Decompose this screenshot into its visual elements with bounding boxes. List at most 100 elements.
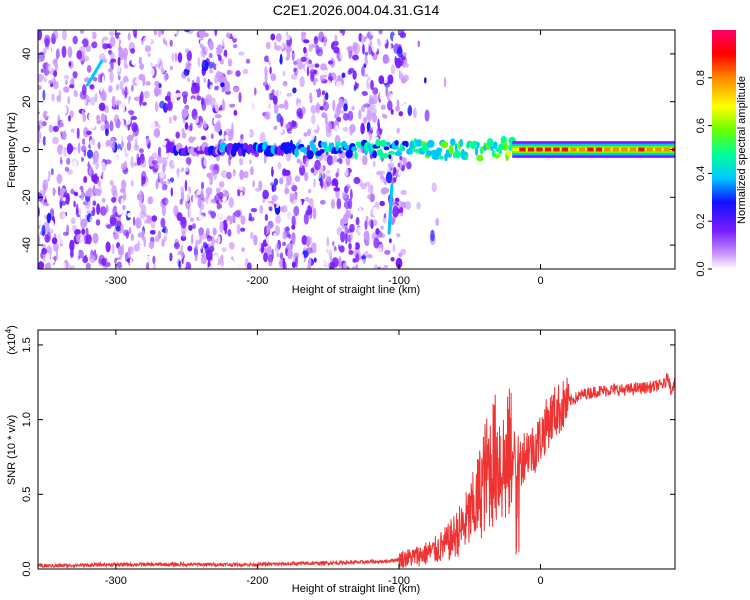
spectrogram-band-peak (646, 147, 654, 152)
spectrogram-band-peak (612, 147, 620, 152)
spectrogram-noise-cell (270, 33, 276, 41)
spectrogram-noise-cell (170, 91, 178, 104)
spectrogram-noise-cell (131, 91, 136, 97)
spectrogram-noise-cell (45, 169, 49, 180)
spectrogram-noise-cell (259, 205, 264, 214)
spectrogram-noise-cell (74, 229, 81, 236)
spectrogram-noise-cell (95, 219, 101, 226)
spectrogram-noise-cell (208, 52, 213, 59)
spectrogram-noise-cell (286, 45, 292, 53)
spectrogram-noise-cell (121, 97, 126, 110)
spectrogram-noise-cell (314, 159, 321, 171)
spectrogram-noise-cell (53, 242, 59, 252)
spectrogram-noise-cell (324, 217, 332, 225)
spectrogram-noise-cell (83, 156, 89, 167)
spectrogram-noise-cell (342, 262, 347, 269)
spectrogram-noise-cell (364, 55, 368, 63)
spectrogram-noise-cell (297, 219, 302, 228)
spectrogram-noise-cell (38, 261, 45, 269)
spectrogram-noise-cell (163, 106, 168, 113)
spectrogram-noise-cell (375, 105, 381, 110)
spectrogram-noise-cell (79, 90, 87, 100)
spectrogram-noise-cell (38, 58, 42, 63)
spectrogram-noise-cell (336, 116, 342, 123)
spectrogram-band-peak (544, 147, 552, 152)
spectrogram-noise-cell (365, 170, 372, 178)
spectrogram-noise-cell (154, 63, 160, 68)
spectrogram-noise-cell (42, 89, 46, 101)
spectrogram-band-cell (306, 150, 314, 160)
spectrogram-noise-cell (236, 223, 241, 235)
spectrogram-noise-cell (239, 169, 245, 180)
spectrogram-noise-cell (278, 259, 284, 268)
spectrogram-noise-cell (308, 188, 312, 194)
spectrogram-noise-cell (358, 207, 363, 219)
spectrogram-noise-cell (332, 241, 335, 247)
spectrogram-noise-cell (138, 48, 144, 56)
spectrogram-noise-cell (269, 122, 275, 128)
spectrogram-noise-cell (435, 218, 440, 226)
spectrogram-noise-cell (274, 225, 281, 236)
spectrogram-noise-cell (280, 116, 284, 127)
spectrogram-noise-cell (132, 30, 137, 38)
spectrogram-band-cell (425, 150, 433, 157)
spectrogram-noise-cell (276, 252, 280, 258)
spectrogram-noise-cell (194, 41, 200, 52)
spectrogram-noise-cell (170, 187, 173, 197)
spectrogram-noise-cell (297, 93, 302, 100)
spectrogram-noise-cell (361, 210, 367, 222)
spectrogram-noise-cell (293, 252, 300, 259)
spectrogram-noise-cell (107, 231, 114, 242)
spectrogram-noise-cell (99, 82, 104, 92)
spectrogram-noise-cell (117, 57, 121, 66)
spectrogram-noise-cell (98, 102, 106, 112)
spectrogram-y-tick-label: -40 (21, 237, 33, 253)
spectrogram-noise-cell (199, 209, 203, 217)
spectrogram-noise-cell (190, 235, 194, 245)
spectrogram-noise-cell (46, 112, 52, 117)
spectrogram-noise-cell (196, 95, 202, 101)
spectrogram-noise-cell (321, 227, 329, 239)
spectrogram-noise-cell (394, 197, 400, 203)
spectrogram-noise-cell (289, 196, 294, 203)
spectrogram-noise-cell (284, 35, 291, 41)
spectrogram-band-peak (663, 147, 671, 152)
spectrogram-band-cell (383, 146, 390, 151)
spectrogram-noise-cell (384, 187, 390, 193)
snr-x-tick-label: -300 (105, 575, 127, 587)
spectrogram-noise-cell (201, 233, 208, 240)
spectrogram-noise-cell (304, 111, 309, 122)
spectrogram-noise-cell (332, 250, 339, 256)
spectrogram-noise-cell (161, 184, 168, 191)
snr-y-tick-label: 0.0 (21, 561, 33, 576)
spectrogram-noise-cell (321, 125, 324, 131)
spectrogram-noise-cell (356, 226, 364, 232)
spectrogram-noise-cell (333, 46, 340, 54)
spectrogram-noise-cell (321, 112, 327, 119)
spectrogram-noise-cell (268, 210, 274, 215)
spectrogram-noise-cell (218, 95, 221, 108)
spectrogram-noise-cell (286, 173, 292, 186)
spectrogram-noise-cell (233, 109, 238, 116)
spectrogram-noise-cell (117, 65, 124, 77)
spectrogram-noise-cell (165, 199, 169, 205)
spectrogram-noise-cell (150, 90, 155, 95)
spectrogram-noise-cell (85, 234, 92, 245)
spectrogram-noise-cell (319, 106, 324, 111)
spectrogram-noise-cell (313, 35, 319, 45)
spectrogram-band-peak (536, 147, 543, 152)
spectrogram-noise-cell (292, 261, 296, 268)
spectrogram-noise-cell (202, 32, 209, 37)
spectrogram-noise-cell (309, 63, 315, 69)
spectrogram-band-cell (486, 138, 494, 147)
spectrogram-noise-cell (70, 257, 75, 268)
spectrogram-noise-cell (104, 261, 111, 268)
spectrogram-noise-cell (382, 113, 386, 119)
spectrogram-noise-cell (171, 69, 174, 80)
spectrogram-streak (387, 183, 394, 235)
spectrogram-noise-cell (372, 87, 379, 95)
spectrogram-noise-cell (346, 46, 353, 52)
spectrogram-noise-cell (372, 160, 376, 168)
spectrogram-noise-cell (169, 65, 173, 71)
spectrogram-noise-cell (61, 148, 68, 157)
